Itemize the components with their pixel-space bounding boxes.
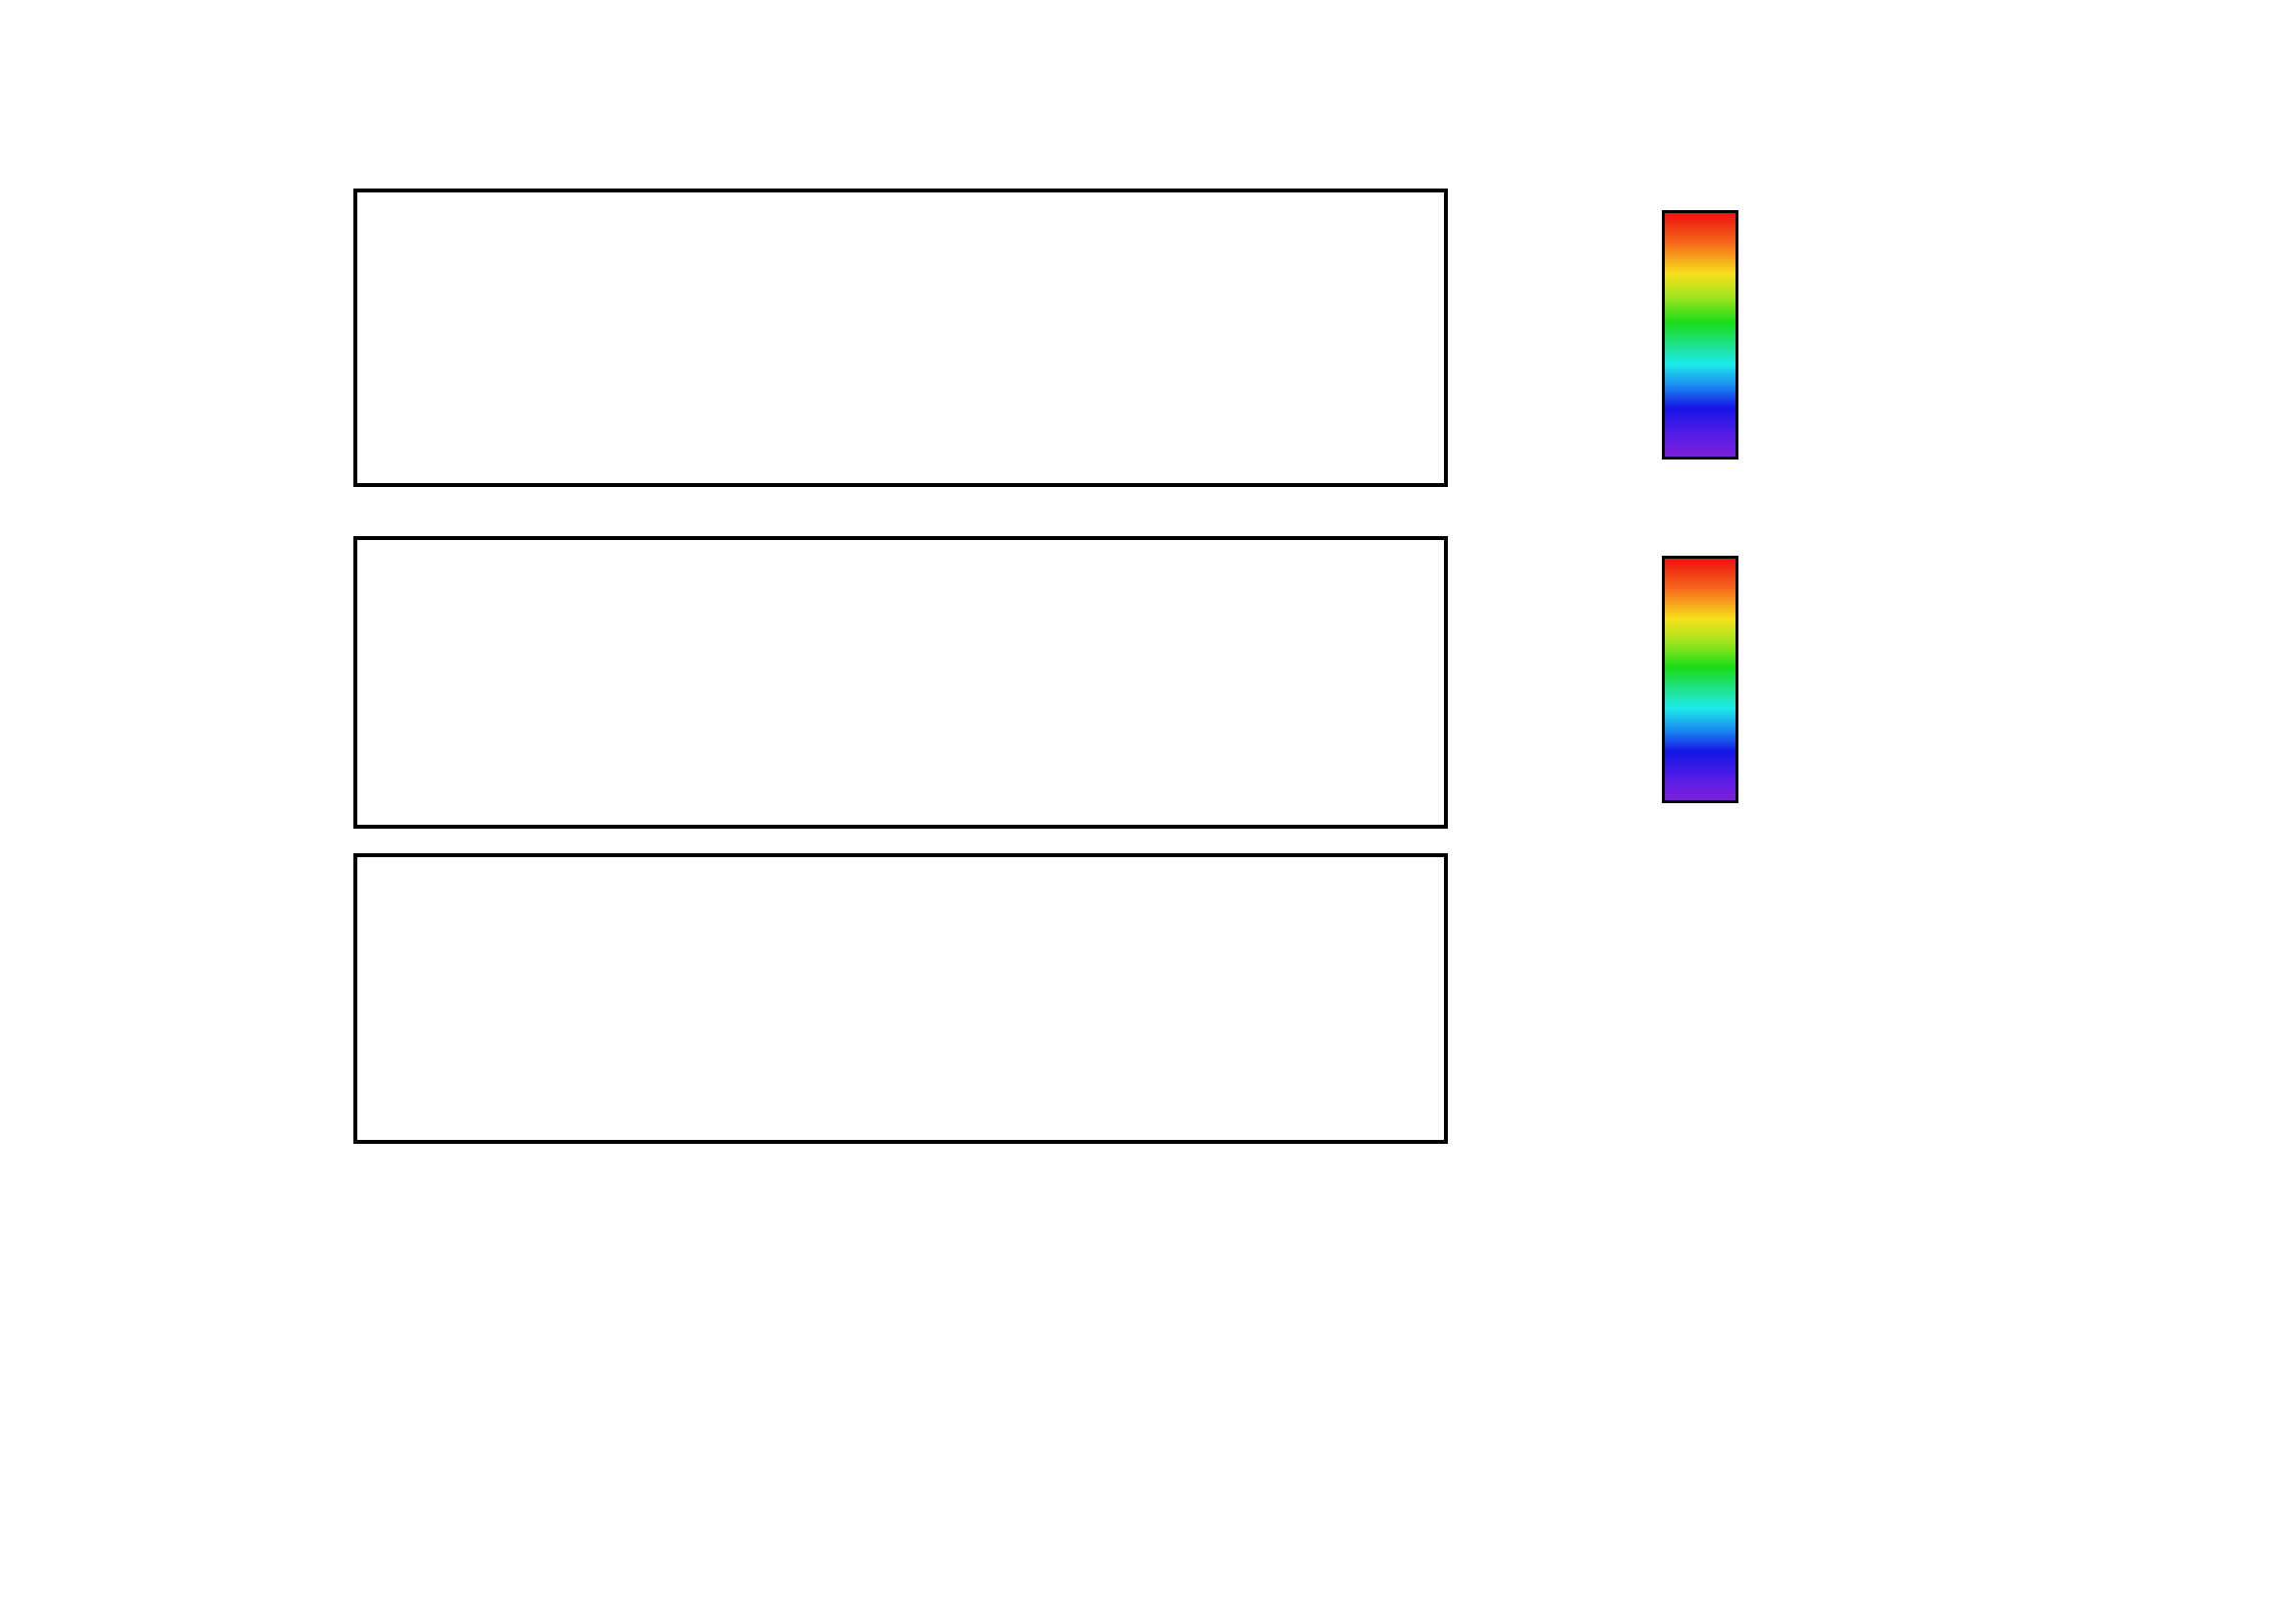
els-plot-frame [353,189,1448,487]
orbit-plot-frame [353,853,1448,1144]
ima-colorbar [1662,556,1738,803]
els-colorbar [1662,210,1738,460]
ima-plot-frame [353,536,1448,829]
